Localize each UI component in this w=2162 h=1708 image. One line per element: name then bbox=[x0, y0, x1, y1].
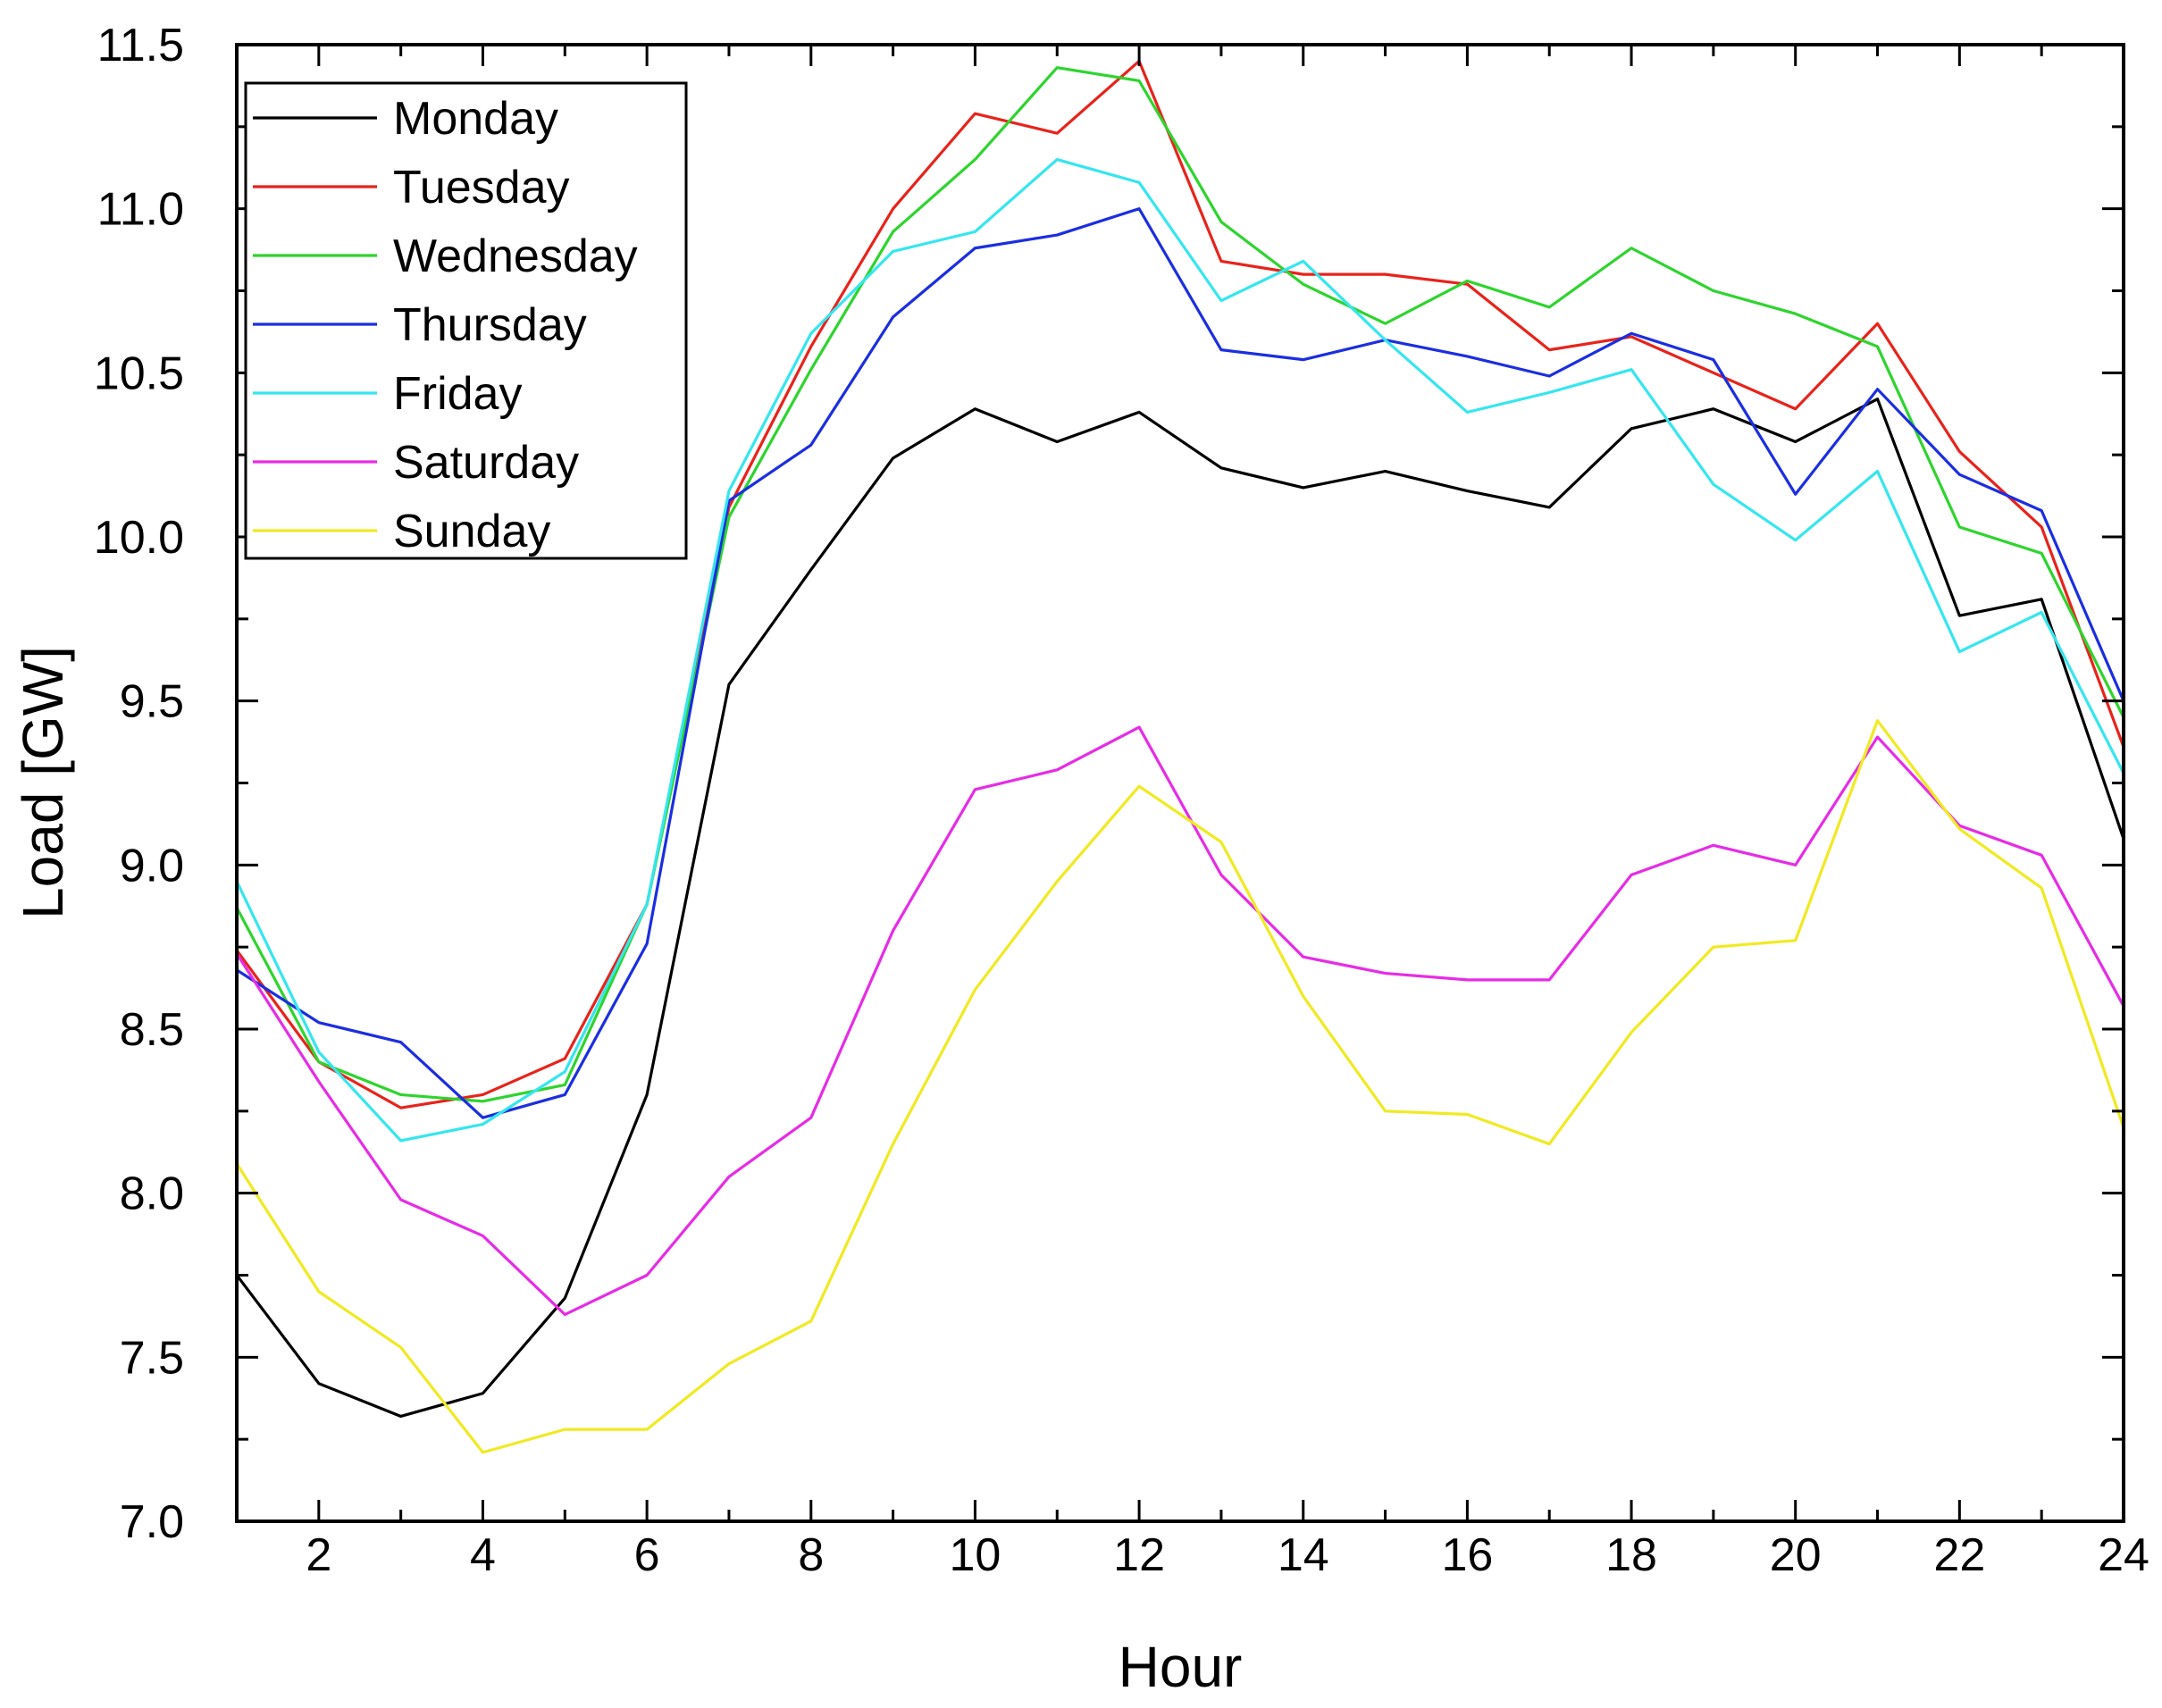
legend-label-thursday: Thursday bbox=[393, 299, 587, 351]
series-line-sunday bbox=[237, 719, 2124, 1454]
series-line-wednesday bbox=[237, 66, 2124, 1103]
x-tick-label: 20 bbox=[1770, 1529, 1822, 1581]
y-tick-label: 10.5 bbox=[94, 347, 184, 399]
legend-label-monday: Monday bbox=[393, 93, 558, 145]
x-tick-label: 16 bbox=[1441, 1529, 1493, 1581]
series-line-thursday bbox=[237, 207, 2124, 1119]
x-tick-label: 24 bbox=[2098, 1529, 2149, 1581]
legend-box bbox=[244, 81, 688, 560]
y-tick-label: 9.0 bbox=[120, 840, 184, 892]
y-tick-label: 8.0 bbox=[120, 1168, 184, 1220]
x-tick-label: 4 bbox=[470, 1529, 496, 1581]
x-tick-label: 14 bbox=[1278, 1529, 1329, 1581]
y-tick-label: 8.5 bbox=[120, 1004, 184, 1056]
x-tick-label: 2 bbox=[306, 1529, 331, 1581]
y-tick-label: 7.5 bbox=[120, 1332, 184, 1384]
legend-label-tuesday: Tuesday bbox=[393, 162, 570, 214]
x-tick-label: 10 bbox=[950, 1529, 1001, 1581]
series-layer bbox=[237, 59, 2124, 1454]
series-line-tuesday bbox=[237, 59, 2124, 1109]
legend-label-friday: Friday bbox=[393, 368, 522, 420]
tick-layer bbox=[235, 43, 2125, 1523]
series-line-monday bbox=[237, 398, 2124, 1419]
y-tick-label: 9.5 bbox=[120, 676, 184, 728]
legend-label-sunday: Sunday bbox=[393, 506, 550, 557]
y-tick-label: 10.0 bbox=[94, 512, 184, 564]
x-tick-label: 12 bbox=[1113, 1529, 1165, 1581]
x-tick-label: 6 bbox=[634, 1529, 660, 1581]
y-tick-label: 11.5 bbox=[97, 20, 184, 71]
series-line-friday bbox=[237, 157, 2124, 1143]
x-tick-label: 8 bbox=[798, 1529, 824, 1581]
series-line-saturday bbox=[237, 725, 2124, 1317]
x-tick-label: 18 bbox=[1605, 1529, 1657, 1581]
x-tick-label: 22 bbox=[1933, 1529, 1985, 1581]
y-axis-title: Load [GW] bbox=[11, 646, 75, 919]
y-tick-label: 7.0 bbox=[120, 1496, 184, 1548]
y-tick-label: 11.0 bbox=[97, 184, 184, 236]
legend-label-wednesday: Wednesday bbox=[393, 230, 638, 282]
x-axis-title: Hour bbox=[1119, 1635, 1243, 1699]
legend: Monday Tuesday Wednesday Thursday Friday Satu… bbox=[244, 81, 688, 560]
legend-label-saturday: Saturday bbox=[393, 437, 579, 489]
tick-label-layer: 2 4 6 8 10 12 14 16 18 20 22 247.07.58.08.59.09.510… bbox=[94, 20, 2149, 1581]
